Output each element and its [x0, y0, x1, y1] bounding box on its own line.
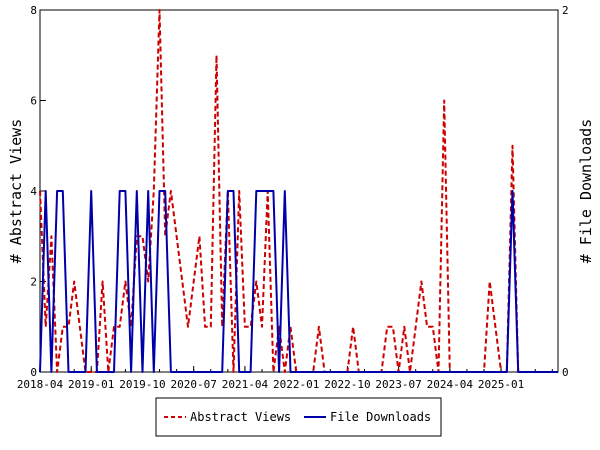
series-layer [39, 9, 558, 373]
series-line-abstract-views [39, 9, 558, 373]
y-left-tick-label: 0 [30, 366, 37, 379]
x-tick-label: 2018-04 [17, 378, 64, 391]
y-axis-title-left: # Abstract Views [7, 119, 25, 264]
y-left-tick-label: 2 [30, 276, 37, 289]
x-tick-label: 2022-01 [273, 378, 319, 391]
y-right-tick-label: 0 [562, 366, 569, 379]
x-tick-label: 2020-07 [171, 378, 217, 391]
legend-label-file-downloads: File Downloads [330, 410, 431, 424]
x-tick-label: 2023-07 [375, 378, 421, 391]
x-tick-label: 2022-10 [324, 378, 370, 391]
y-left-tick-label: 4 [30, 185, 37, 198]
x-tick-label: 2024-04 [427, 378, 474, 391]
x-tick-label: 2019-01 [68, 378, 114, 391]
y-left-tick-label: 6 [30, 95, 37, 108]
axis-ticks [39, 9, 558, 373]
x-tick-label: 2021-04 [222, 378, 269, 391]
x-tick-label: 2019-10 [119, 378, 165, 391]
y-axis-title-right: # File Downloads [577, 119, 595, 264]
legend: Abstract Views File Downloads [155, 397, 442, 437]
legend-box [155, 397, 442, 437]
tick-labels: 0 2 4 6 8 0 2 2018-04 2019-01 2019-10 2020-07 2021-… [17, 4, 569, 391]
x-tick-label: 2025-01 [478, 378, 524, 391]
y-left-tick-label: 8 [30, 4, 37, 17]
legend-label-abstract-views: Abstract Views [190, 410, 291, 424]
plot-area [39, 9, 559, 373]
series-line-file-downloads [39, 190, 558, 373]
y-right-tick-label: 2 [562, 4, 569, 17]
